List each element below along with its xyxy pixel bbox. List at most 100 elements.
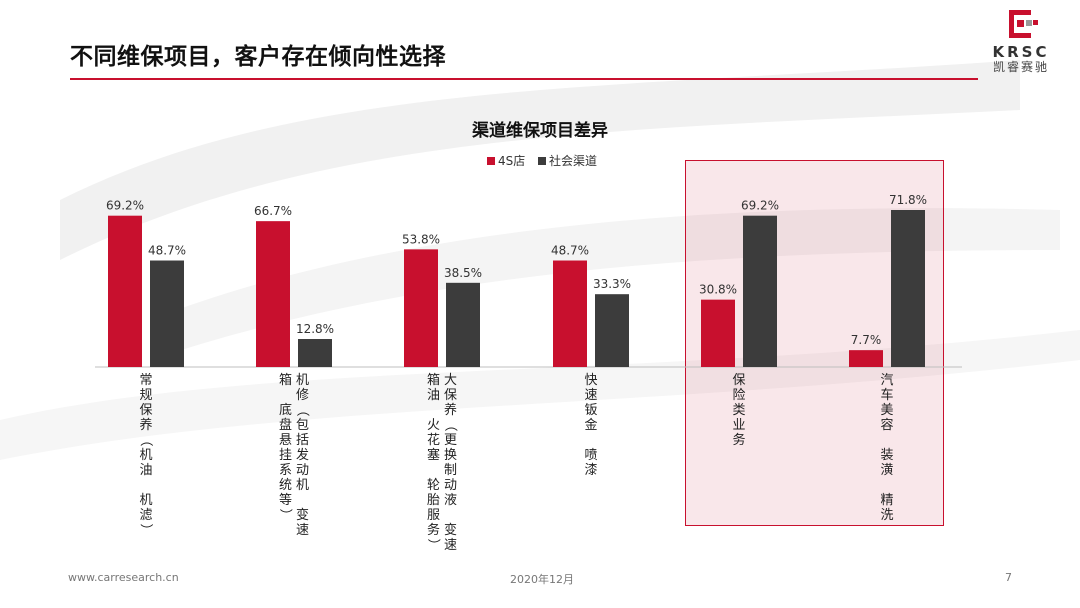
bar-4s-0 bbox=[108, 215, 142, 367]
category-label-char: 养 bbox=[444, 402, 457, 418]
category-label-char: 机 bbox=[139, 493, 152, 508]
category-label-char: 动 bbox=[296, 463, 309, 478]
legend-swatch-social bbox=[538, 157, 546, 165]
data-label-social-0: 48.7% bbox=[148, 244, 186, 258]
category-label-char bbox=[427, 403, 440, 418]
logo-text-en: KRSC bbox=[992, 43, 1050, 61]
category-label-char: 滤 bbox=[139, 508, 152, 523]
category-label-char: 箱 bbox=[427, 372, 440, 388]
bar-social-4 bbox=[743, 215, 777, 367]
category-label-char: ） bbox=[278, 508, 293, 521]
data-label-4s-1: 66.7% bbox=[254, 204, 292, 218]
category-label-char: 保 bbox=[732, 373, 745, 388]
category-label-char: 装 bbox=[880, 448, 893, 463]
category-label-char: 发 bbox=[296, 447, 309, 463]
category-label-char: 胎 bbox=[427, 493, 440, 508]
category-label-char: 常 bbox=[139, 373, 152, 388]
category-label-char bbox=[584, 433, 597, 448]
chart-legend: 4S店 社会渠道 bbox=[487, 153, 597, 168]
category-label-char bbox=[296, 493, 309, 508]
category-label-char: （ bbox=[138, 433, 153, 446]
page-number: 7 bbox=[1005, 571, 1012, 584]
category-label-char: 业 bbox=[732, 418, 745, 433]
bar-social-1 bbox=[298, 339, 332, 367]
category-label-char: 钣 bbox=[584, 403, 597, 418]
data-label-social-5: 71.8% bbox=[889, 193, 927, 207]
data-label-4s-3: 48.7% bbox=[551, 244, 589, 258]
bar-social-5 bbox=[891, 210, 925, 367]
category-label-char: 换 bbox=[444, 448, 457, 463]
legend-swatch-4s bbox=[487, 157, 495, 165]
category-label-char: 美 bbox=[880, 403, 893, 418]
category-label-char: 油 bbox=[139, 463, 152, 478]
category-label-char: 括 bbox=[296, 433, 309, 448]
category-label-char: 更 bbox=[444, 433, 457, 448]
category-label-char: 险 bbox=[732, 388, 745, 403]
data-label-4s-0: 69.2% bbox=[106, 199, 144, 213]
bar-4s-5 bbox=[849, 350, 883, 367]
category-label-char: 变 bbox=[296, 507, 309, 523]
title-divider bbox=[70, 78, 978, 80]
brand-logo: KRSC 凯睿赛驰 bbox=[976, 8, 1066, 82]
category-label-char: 快 bbox=[584, 373, 597, 388]
bars-group: 69.2% 48.7% 66.7% 12.8% 53.8% 38.5% 48.7% 33.3%… bbox=[106, 193, 927, 367]
category-label-char: 包 bbox=[296, 418, 309, 433]
category-label-char: 火 bbox=[427, 418, 440, 433]
bar-4s-1 bbox=[256, 221, 290, 367]
category-label-char bbox=[427, 463, 440, 478]
data-label-4s-5: 7.7% bbox=[851, 333, 882, 347]
category-label-char: 汽 bbox=[880, 373, 893, 388]
category-label-char bbox=[880, 478, 893, 493]
category-label-char: 养 bbox=[139, 417, 152, 433]
category-label-char: 喷 bbox=[584, 448, 597, 463]
category-label-char: 机 bbox=[296, 373, 309, 388]
category-label-char: 底 bbox=[279, 402, 292, 418]
category-label-char: 变 bbox=[444, 522, 457, 538]
category-label-char: 统 bbox=[279, 478, 292, 493]
category-label-char: 系 bbox=[279, 463, 292, 478]
category-label-char: 制 bbox=[444, 463, 457, 478]
category-label-char: 轮 bbox=[427, 478, 440, 493]
category-label-char: 车 bbox=[880, 387, 893, 403]
bar-social-0 bbox=[150, 260, 184, 367]
category-label-char: 速 bbox=[584, 388, 597, 403]
category-label-char: 箱 bbox=[279, 372, 292, 388]
category-label-char bbox=[139, 478, 152, 493]
category-label-char: 动 bbox=[444, 478, 457, 493]
logo-mark-icon bbox=[1009, 10, 1038, 38]
category-label-char: 速 bbox=[444, 538, 457, 553]
category-label-char: 保 bbox=[444, 388, 457, 403]
category-label-char: 保 bbox=[139, 403, 152, 418]
category-label-char: 液 bbox=[444, 493, 457, 508]
category-label-char: 规 bbox=[139, 388, 152, 403]
category-label-char bbox=[279, 388, 292, 403]
legend-label-social: 社会渠道 bbox=[549, 153, 597, 168]
category-label-char: （ bbox=[295, 403, 310, 416]
category-label-char: 容 bbox=[880, 417, 893, 433]
legend-label-4s: 4S店 bbox=[498, 154, 525, 168]
category-label-char: 漆 bbox=[584, 462, 597, 478]
category-label-char: 等 bbox=[279, 492, 292, 508]
category-label-char: 挂 bbox=[279, 448, 292, 463]
category-label-char: 务 bbox=[732, 432, 745, 448]
data-label-4s-2: 53.8% bbox=[402, 232, 440, 246]
category-label-char: ） bbox=[426, 538, 441, 551]
data-label-4s-4: 30.8% bbox=[699, 283, 737, 297]
footer-url: www.carresearch.cn bbox=[68, 571, 179, 584]
category-label-char: 潢 bbox=[880, 463, 893, 478]
footer-date: 2020年12月 bbox=[510, 573, 574, 586]
category-label-char: 类 bbox=[732, 403, 745, 418]
bar-social-2 bbox=[446, 282, 480, 367]
bar-4s-3 bbox=[553, 260, 587, 367]
category-label-char: 油 bbox=[427, 388, 440, 403]
slide-title: 不同维保项目，客户存在倾向性选择 bbox=[70, 44, 446, 70]
data-label-social-3: 33.3% bbox=[593, 277, 631, 291]
category-label-char: 盘 bbox=[279, 417, 292, 433]
data-label-social-4: 69.2% bbox=[741, 199, 779, 213]
category-label-char: 塞 bbox=[427, 447, 440, 463]
category-label-char: 金 bbox=[584, 417, 597, 433]
category-label-char: 服 bbox=[427, 508, 440, 523]
